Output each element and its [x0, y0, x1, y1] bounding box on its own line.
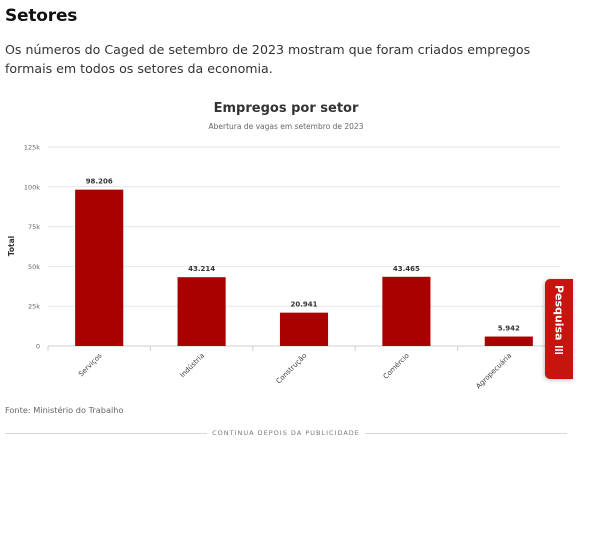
section-title: Setores [5, 6, 78, 26]
chart-source: Fonte: Ministério do Trabalho [5, 405, 124, 415]
data-label: 5.942 [498, 325, 520, 333]
x-tick-label: Comércio [382, 352, 411, 381]
x-tick-label: Indústria [179, 352, 206, 379]
chart-subtitle: Abertura de vagas em setembro de 2023 [209, 122, 364, 131]
chart-title: Empregos por setor [214, 101, 359, 116]
data-label: 20.941 [290, 301, 317, 309]
y-axis-label: Total [7, 236, 16, 257]
y-tick-label: 25k [28, 303, 40, 311]
divider-line-right [364, 432, 567, 434]
x-tick-label: Construção [275, 352, 309, 386]
y-tick-label: 0 [36, 343, 40, 351]
ad-divider: CONTINUA DEPOIS DA PUBLICIDADE [5, 427, 567, 439]
chart-container: Empregos por setor Abertura de vagas em … [0, 96, 596, 401]
data-label: 43.214 [188, 265, 215, 273]
data-label: 98.206 [86, 178, 113, 186]
section-lead-text: Os números do Caged de setembro de 2023 … [5, 42, 531, 76]
x-tick-label: Agropecuária [475, 352, 514, 391]
y-tick-label: 100k [24, 183, 40, 191]
y-tick-label: 125k [24, 144, 40, 152]
bar [484, 336, 533, 346]
survey-icon [555, 345, 563, 354]
survey-tab-label: Pesquisa [552, 285, 566, 341]
ad-divider-label: CONTINUA DEPOIS DA PUBLICIDADE [212, 429, 360, 437]
bar [177, 277, 226, 346]
bar [382, 276, 431, 346]
bar [279, 312, 329, 346]
y-tick-label: 50k [28, 263, 40, 271]
x-tick-label: Serviços [77, 352, 104, 379]
bar [75, 189, 124, 346]
y-tick-label: 75k [28, 223, 40, 231]
divider-line-left [5, 432, 208, 434]
survey-side-tab[interactable]: Pesquisa [545, 279, 573, 379]
bar-chart: Empregos por setor Abertura de vagas em … [7, 101, 560, 391]
data-label: 43.465 [393, 265, 420, 273]
